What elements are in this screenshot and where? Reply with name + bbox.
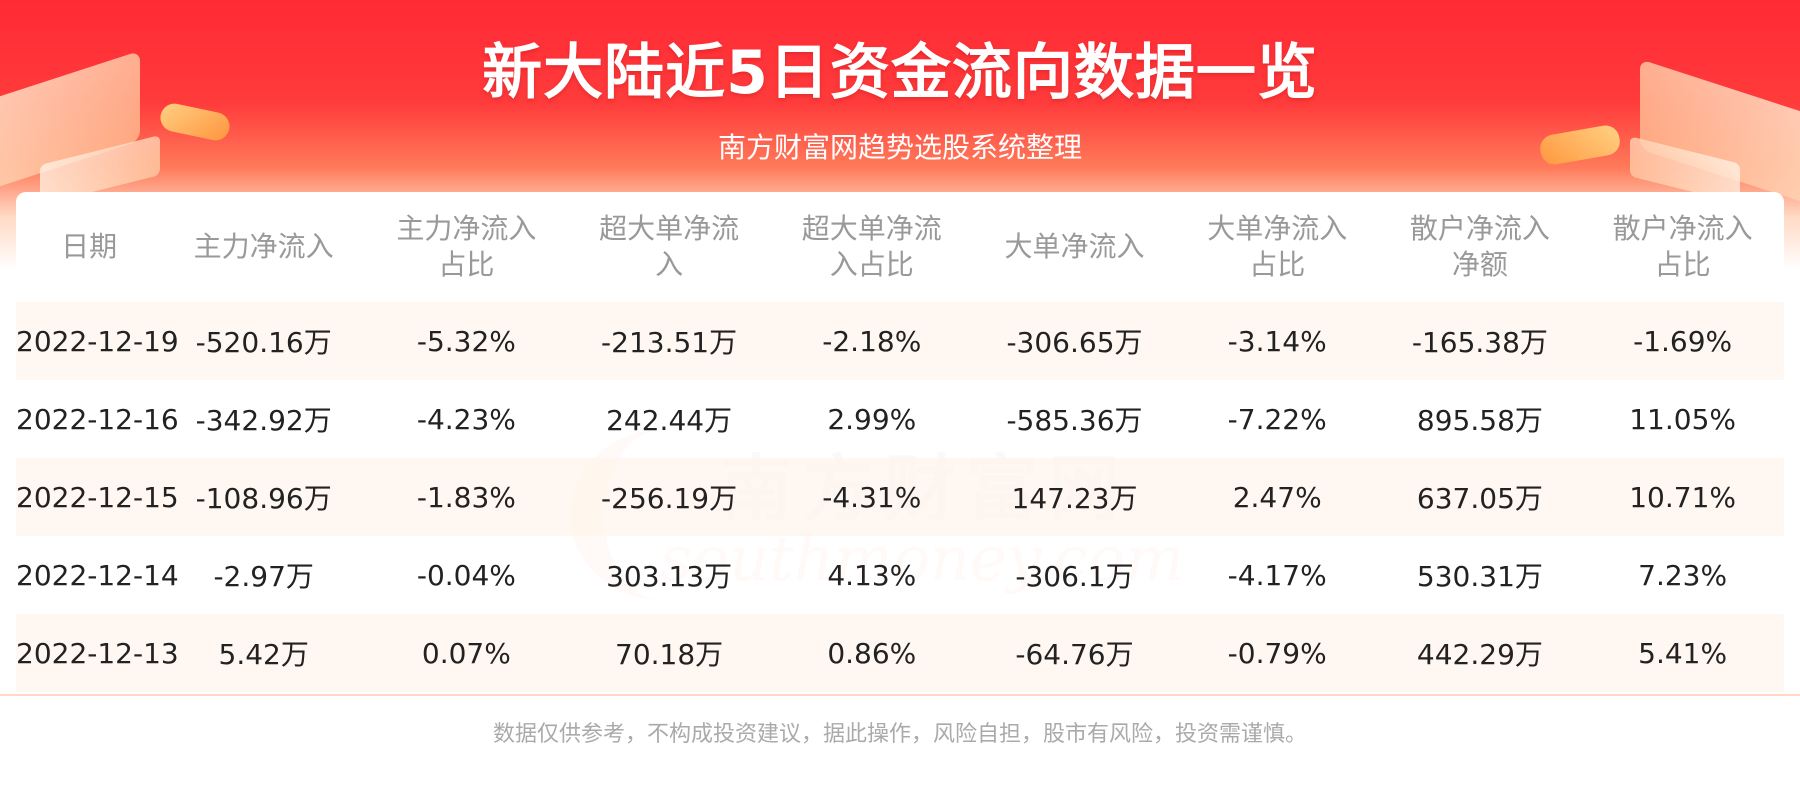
table-cell: 2022-12-19 [16, 302, 179, 380]
col-header-retail-net-inflow: 散户净流入 净额 [1409, 212, 1550, 281]
table-cell: -2.18% [770, 302, 974, 380]
col-header-xl-order-net-inflow: 超大单净流入 [599, 212, 740, 281]
table-cell: 895.58万 [1378, 380, 1582, 458]
table-cell: 2022-12-15 [16, 458, 179, 536]
table-cell: 5.42万 [162, 614, 366, 692]
table-cell: 4.13% [770, 536, 974, 614]
table-cell: 303.13万 [567, 536, 771, 614]
table-row: 2022-12-19 -520.16万 -5.32% -213.51万 -2.1… [16, 302, 1784, 380]
page-title: 新大陆近5日资金流向数据一览 [482, 38, 1318, 108]
table-cell: 10.71% [1581, 458, 1784, 536]
col-header-date: 日期 [61, 230, 118, 263]
table-row: 2022-12-13 5.42万 0.07% 70.18万 0.86% -64.… [16, 614, 1784, 692]
table-row: 2022-12-14 -2.97万 -0.04% 303.13万 4.13% -… [16, 536, 1784, 614]
table-row: 2022-12-15 -108.96万 -1.83% -256.19万 -4.3… [16, 458, 1784, 536]
table-row: 2022-12-16 -342.92万 -4.23% 242.44万 2.99%… [16, 380, 1784, 458]
table-cell: -3.14% [1175, 302, 1379, 380]
table-cell: 530.31万 [1378, 536, 1582, 614]
table-cell: 2.47% [1175, 458, 1379, 536]
table-cell: -2.97万 [162, 536, 366, 614]
table-header-row: 日期 主力净流入 主力净流入 占比 超大单净流入 超大单净流 入占比 大单净流入 大… [16, 192, 1784, 302]
table-cell: -4.31% [770, 458, 974, 536]
table-cell: 0.86% [770, 614, 974, 692]
table-cell: 5.41% [1581, 614, 1784, 692]
col-header-main-net-inflow: 主力净流入 [193, 230, 334, 263]
table-cell: -1.83% [365, 458, 568, 536]
table-cell: 2022-12-13 [16, 614, 179, 692]
table-cell: -585.36万 [973, 380, 1176, 458]
table-cell: -0.79% [1175, 614, 1379, 692]
table-cell: -213.51万 [567, 302, 771, 380]
table-cell: 2022-12-16 [16, 380, 179, 458]
table-cell: -108.96万 [162, 458, 366, 536]
col-header-xl-order-net-inflow-ratio: 超大单净流 入占比 [801, 212, 942, 281]
table-cell: -1.69% [1581, 302, 1784, 380]
col-header-large-order-net-inflow-ratio: 大单净流入 占比 [1207, 212, 1348, 281]
col-header-main-net-inflow-ratio: 主力净流入 占比 [396, 212, 537, 281]
table-cell: -64.76万 [973, 614, 1176, 692]
table-cell: -4.17% [1175, 536, 1379, 614]
table-cell: 147.23万 [973, 458, 1176, 536]
table-cell: -306.65万 [973, 302, 1176, 380]
col-header-retail-net-inflow-ratio: 散户净流入 占比 [1612, 212, 1753, 281]
table-cell: -520.16万 [162, 302, 366, 380]
table-cell: 442.29万 [1378, 614, 1582, 692]
table-cell: 637.05万 [1378, 458, 1582, 536]
page-subtitle: 南方财富网趋势选股系统整理 [717, 131, 1082, 164]
table-cell: -4.23% [365, 380, 568, 458]
col-header-large-order-net-inflow: 大单净流入 [1004, 230, 1145, 263]
table-cell: 242.44万 [567, 380, 771, 458]
table-cell: -7.22% [1175, 380, 1379, 458]
table-cell: -0.04% [365, 536, 568, 614]
table-cell: 70.18万 [567, 614, 771, 692]
table-cell: 11.05% [1581, 380, 1784, 458]
table-cell: 2.99% [770, 380, 974, 458]
table-cell: -342.92万 [162, 380, 366, 458]
table-cell: -5.32% [365, 302, 568, 380]
table-cell: 2022-12-14 [16, 536, 179, 614]
table-cell: -256.19万 [567, 458, 771, 536]
table-cell: 0.07% [365, 614, 568, 692]
table-cell: -165.38万 [1378, 302, 1582, 380]
disclaimer-text: 数据仅供参考，不构成投资建议，据此操作，风险自担，股市有风险，投资需谨慎。 [492, 722, 1307, 747]
footer-divider [0, 694, 1800, 696]
fund-flow-table: 日期 主力净流入 主力净流入 占比 超大单净流入 超大单净流 入占比 大单净流入 大… [16, 192, 1784, 692]
table-cell: -306.1万 [973, 536, 1176, 614]
table-cell: 7.23% [1581, 536, 1784, 614]
